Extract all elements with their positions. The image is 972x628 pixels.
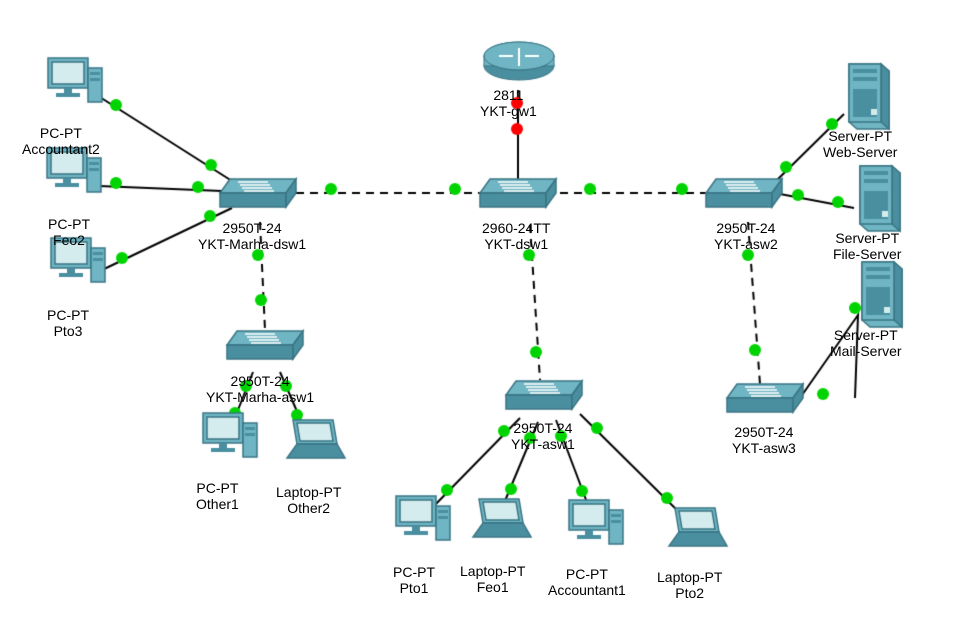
- device-label-feo2: PC-PTFeo2: [48, 216, 90, 248]
- device-hostname: Other1: [196, 496, 239, 512]
- device-label-pto1: PC-PTPto1: [393, 564, 435, 596]
- device-model: Server-PT: [833, 230, 901, 246]
- device-model: PC-PT: [196, 480, 239, 496]
- device-hostname: Pto2: [657, 585, 722, 601]
- device-hostname: YKT-asw2: [714, 236, 778, 252]
- device-label-ykt_asw3: 2950T-24YKT-asw3: [732, 424, 796, 456]
- device-hostname: Pto3: [47, 323, 89, 339]
- device-label-ykt_asw1: 2950T-24YKT-asw1: [511, 420, 575, 452]
- device-model: 2950T-24: [511, 420, 575, 436]
- device-label-ykt_asw2: 2950T-24YKT-asw2: [714, 220, 778, 252]
- device-label-ykt_marha_dsw1: 2950T-24YKT-Marha-dsw1: [198, 220, 306, 252]
- device-hostname: Web-Server: [823, 144, 897, 160]
- device-label-ykt_dsw1: 2960-24TTYKT-dsw1: [482, 220, 550, 252]
- device-model: Server-PT: [823, 128, 897, 144]
- device-model: PC-PT: [22, 125, 100, 141]
- device-label-web: Server-PTWeb-Server: [823, 128, 897, 160]
- device-hostname: Feo2: [48, 232, 90, 248]
- device-hostname: YKT-asw1: [511, 436, 575, 452]
- device-hostname: YKT-Marha-asw1: [206, 389, 314, 405]
- device-hostname: Feo1: [460, 579, 525, 595]
- device-label-mail: Server-PTMail-Server: [830, 327, 902, 359]
- device-model: Laptop-PT: [657, 569, 722, 585]
- device-label-accountant1: PC-PTAccountant1: [548, 566, 626, 598]
- device-model: 2950T-24: [206, 373, 314, 389]
- device-model: PC-PT: [47, 307, 89, 323]
- device-model: 2950T-24: [714, 220, 778, 236]
- device-model: Server-PT: [830, 327, 902, 343]
- device-model: 2811: [480, 87, 537, 103]
- device-model: PC-PT: [48, 216, 90, 232]
- device-model: Laptop-PT: [276, 484, 341, 500]
- device-label-ykt_marha_asw1: 2950T-24YKT-Marha-asw1: [206, 373, 314, 405]
- device-label-ykt_gw1: 2811YKT-gw1: [480, 87, 537, 119]
- device-label-pto3: PC-PTPto3: [47, 307, 89, 339]
- device-model: PC-PT: [548, 566, 626, 582]
- device-label-pto2: Laptop-PTPto2: [657, 569, 722, 601]
- device-hostname: Accountant1: [548, 582, 626, 598]
- device-hostname: Mail-Server: [830, 343, 902, 359]
- device-label-file: Server-PTFile-Server: [833, 230, 901, 262]
- device-hostname: YKT-dsw1: [482, 236, 550, 252]
- device-label-accountant2: PC-PTAccountant2: [22, 125, 100, 157]
- device-hostname: YKT-asw3: [732, 440, 796, 456]
- device-hostname: Accountant2: [22, 141, 100, 157]
- device-model: 2950T-24: [732, 424, 796, 440]
- device-model: 2950T-24: [198, 220, 306, 236]
- device-model: Laptop-PT: [460, 563, 525, 579]
- device-label-other2: Laptop-PTOther2: [276, 484, 341, 516]
- device-model: PC-PT: [393, 564, 435, 580]
- device-hostname: YKT-Marha-dsw1: [198, 236, 306, 252]
- device-hostname: Pto1: [393, 580, 435, 596]
- device-hostname: Other2: [276, 500, 341, 516]
- device-label-feo1: Laptop-PTFeo1: [460, 563, 525, 595]
- device-hostname: YKT-gw1: [480, 103, 537, 119]
- device-model: 2960-24TT: [482, 220, 550, 236]
- device-hostname: File-Server: [833, 246, 901, 262]
- device-label-other1: PC-PTOther1: [196, 480, 239, 512]
